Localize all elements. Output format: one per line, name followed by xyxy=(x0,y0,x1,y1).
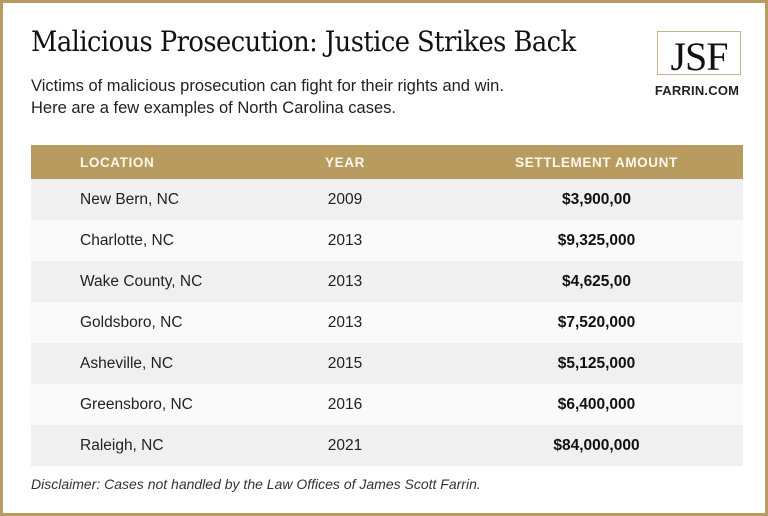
column-header-amount: SETTLEMENT AMOUNT xyxy=(515,154,678,170)
disclaimer: Disclaimer: Cases not handled by the Law… xyxy=(31,476,481,492)
table-row: New Bern, NC 2009 $3,900,00 xyxy=(31,179,743,220)
cell-amount: $6,400,000 xyxy=(557,395,636,413)
table-row: Raleigh, NC 2021 $84,000,000 xyxy=(31,425,743,466)
column-header-location: LOCATION xyxy=(80,154,155,170)
cell-location: Greensboro, NC xyxy=(80,395,193,413)
cell-amount: $5,125,000 xyxy=(557,354,636,372)
cell-year: 2013 xyxy=(327,231,363,249)
subtitle: Victims of malicious prosecution can fig… xyxy=(31,75,621,119)
table-row: Greensboro, NC 2016 $6,400,000 xyxy=(31,384,743,425)
subtitle-line-2: Here are a few examples of North Carolin… xyxy=(31,99,396,117)
cell-amount: $7,520,000 xyxy=(557,313,636,331)
subtitle-line-1: Victims of malicious prosecution can fig… xyxy=(31,77,504,95)
cell-amount: $4,625,00 xyxy=(562,272,631,290)
cell-year: 2013 xyxy=(327,272,363,290)
cell-year: 2021 xyxy=(327,436,363,454)
logo-site-text: FARRIN.COM xyxy=(654,83,740,98)
cell-location: Goldsboro, NC xyxy=(80,313,183,331)
cell-location: New Bern, NC xyxy=(80,190,180,208)
column-header-year: YEAR xyxy=(325,154,365,170)
cell-location: Asheville, NC xyxy=(80,354,174,372)
jsf-logo: JSF xyxy=(657,31,741,79)
cell-location: Wake County, NC xyxy=(80,272,203,290)
cell-location: Raleigh, NC xyxy=(80,436,164,454)
logo-mark: JSF xyxy=(670,34,728,79)
settlements-table: LOCATION YEAR SETTLEMENT AMOUNT New Bern… xyxy=(31,145,743,466)
cell-year: 2015 xyxy=(327,354,363,372)
table-row: Goldsboro, NC 2013 $7,520,000 xyxy=(31,302,743,343)
cell-year: 2016 xyxy=(327,395,363,413)
table-row: Asheville, NC 2015 $5,125,000 xyxy=(31,343,743,384)
page-title: Malicious Prosecution: Justice Strikes B… xyxy=(31,25,576,58)
cell-year: 2013 xyxy=(327,313,363,331)
cell-amount: $9,325,000 xyxy=(557,231,636,249)
cell-location: Charlotte, NC xyxy=(80,231,174,249)
cell-amount: $3,900,00 xyxy=(562,190,631,208)
cell-year: 2009 xyxy=(327,190,363,208)
table-header: LOCATION YEAR SETTLEMENT AMOUNT xyxy=(31,145,743,179)
table-row: Charlotte, NC 2013 $9,325,000 xyxy=(31,220,743,261)
table-row: Wake County, NC 2013 $4,625,00 xyxy=(31,261,743,302)
cell-amount: $84,000,000 xyxy=(553,436,640,454)
